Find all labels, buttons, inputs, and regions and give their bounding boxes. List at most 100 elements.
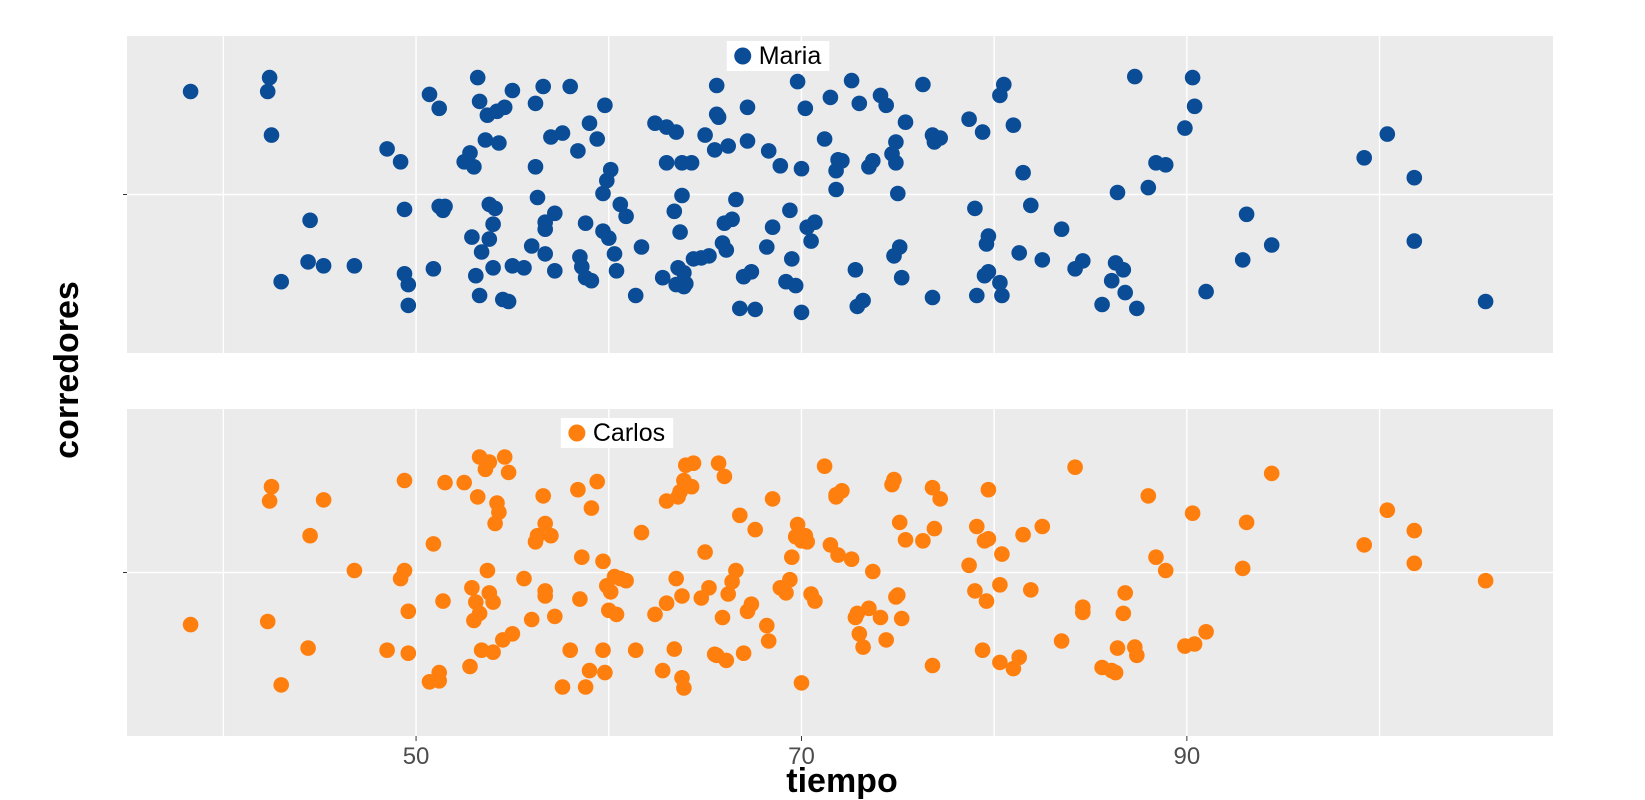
data-point [996, 76, 1012, 93]
data-point [379, 141, 395, 157]
data-point [496, 449, 513, 465]
data-point [581, 662, 598, 679]
data-point [471, 93, 488, 110]
data-point [263, 478, 280, 495]
data-point [728, 562, 744, 579]
data-point [706, 142, 723, 158]
data-point [1157, 562, 1174, 579]
data-point [915, 76, 931, 93]
data-point [1406, 169, 1423, 186]
data-point [834, 153, 850, 169]
data-point [504, 82, 521, 99]
data-point [263, 127, 280, 143]
data-point [1379, 126, 1396, 142]
data-point [1075, 599, 1091, 615]
data-point [435, 593, 451, 609]
data-point [396, 562, 413, 579]
data-point [400, 645, 417, 661]
data-point [608, 606, 625, 623]
data-point [1117, 284, 1133, 301]
data-point [597, 664, 613, 681]
data-point [789, 73, 806, 90]
data-point [732, 507, 748, 524]
data-point [469, 489, 486, 505]
data-point [747, 521, 763, 538]
data-point [400, 603, 417, 620]
data-point [425, 536, 442, 552]
data-point [720, 586, 736, 602]
data-point [583, 500, 600, 516]
data-point [969, 287, 985, 304]
data-point [589, 473, 605, 490]
data-point [1129, 300, 1145, 317]
data-point [1198, 624, 1214, 640]
data-point [273, 677, 290, 693]
data-point [496, 99, 513, 116]
data-point [793, 675, 810, 691]
panel-maria: Maria [123, 36, 1553, 353]
data-point [728, 191, 744, 208]
data-point [1034, 518, 1051, 535]
data-point [570, 143, 586, 159]
data-point [658, 155, 675, 171]
x-axis-title: tiempo [786, 762, 897, 800]
data-point [735, 645, 752, 661]
data-point [893, 610, 910, 627]
data-point [259, 613, 276, 630]
data-point [527, 159, 544, 175]
data-point [1238, 514, 1255, 531]
data-point [529, 527, 546, 544]
data-point [855, 639, 871, 655]
data-point [992, 654, 1008, 671]
data-point [481, 454, 498, 470]
data-point [583, 272, 600, 289]
data-point [1127, 68, 1143, 85]
data-point [739, 99, 756, 116]
data-point [683, 155, 700, 171]
data-point [400, 297, 417, 314]
data-point [606, 246, 623, 262]
data-point [1115, 605, 1132, 622]
data-point [760, 633, 777, 649]
data-point [980, 481, 997, 498]
data-point [961, 557, 977, 574]
data-point [878, 97, 894, 114]
data-point [431, 100, 448, 117]
data-point [718, 242, 735, 258]
data-point [672, 224, 688, 240]
data-point [535, 78, 551, 95]
data-point [456, 474, 473, 491]
data-point [182, 616, 199, 633]
data-point [674, 187, 690, 204]
panel-carlos: Carlos [123, 409, 1553, 736]
data-point [1263, 237, 1280, 253]
series-maria [182, 68, 1494, 321]
data-point [346, 258, 363, 274]
data-point [302, 527, 318, 544]
data-point [878, 632, 894, 648]
data-point [437, 474, 453, 491]
x-tick-label: 50 [403, 743, 430, 770]
data-point [425, 261, 442, 277]
data-point [1140, 488, 1157, 504]
data-point [1140, 179, 1157, 196]
data-point [1177, 120, 1193, 136]
data-point [847, 262, 864, 278]
data-point [485, 594, 501, 610]
data-point [888, 134, 904, 150]
y-axis-title: corredores [48, 281, 86, 459]
legend-carlos: Carlos [560, 418, 674, 448]
data-point [782, 202, 798, 219]
data-point [572, 591, 588, 607]
data-point [668, 570, 684, 587]
data-point [647, 606, 663, 623]
data-point [759, 617, 775, 634]
data-point [1379, 502, 1396, 518]
data-point [747, 301, 763, 318]
data-point [830, 547, 846, 563]
data-point [1053, 221, 1070, 237]
data-point [500, 293, 517, 310]
data-point [787, 277, 804, 294]
x-tick-label: 90 [1174, 743, 1201, 770]
data-point [471, 605, 488, 622]
